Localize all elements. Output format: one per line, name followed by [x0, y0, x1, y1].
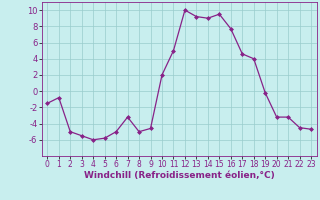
X-axis label: Windchill (Refroidissement éolien,°C): Windchill (Refroidissement éolien,°C)	[84, 171, 275, 180]
